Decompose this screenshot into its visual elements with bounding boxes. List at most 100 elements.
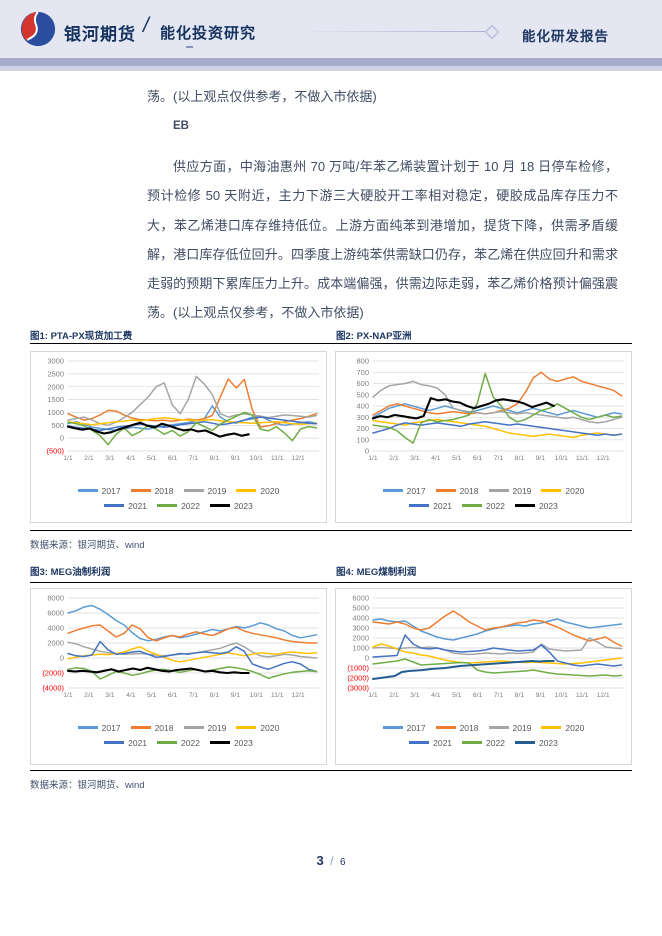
divider-line [30, 770, 632, 771]
legend-swatch [236, 726, 257, 729]
svg-text:12/1: 12/1 [291, 692, 304, 699]
legend-item: 2020 [541, 723, 584, 733]
svg-text:2/1: 2/1 [389, 692, 399, 699]
chart-pta-px: 3000 2500 2000 1500 1000 500 0 (500) 1/1 2/1 3/1 4/… [30, 351, 327, 523]
svg-text:(2000): (2000) [42, 669, 64, 678]
legend-item: 2019 [488, 486, 531, 496]
legend-item: 2022 [157, 738, 200, 748]
svg-text:0: 0 [59, 654, 63, 663]
legend-swatch [77, 489, 98, 492]
svg-text:7/1: 7/1 [188, 692, 198, 699]
legend-swatch [104, 741, 125, 744]
svg-text:9/1: 9/1 [230, 455, 240, 462]
svg-text:7/1: 7/1 [188, 455, 198, 462]
page-number-total: 6 [339, 857, 346, 868]
legend-swatch [130, 726, 151, 729]
svg-text:6000: 6000 [352, 594, 369, 603]
legend-item: 2019 [183, 723, 226, 733]
svg-text:1000: 1000 [47, 408, 64, 417]
legend-swatch [209, 741, 230, 744]
svg-text:0: 0 [59, 434, 63, 443]
section-heading: EB [173, 120, 189, 132]
svg-text:0: 0 [364, 654, 368, 663]
svg-text:10/1: 10/1 [554, 455, 567, 462]
legend-swatch [104, 504, 125, 507]
svg-text:3/1: 3/1 [410, 455, 420, 462]
legend-item: 2021 [409, 501, 452, 511]
legend-item: 2022 [462, 501, 505, 511]
svg-text:6000: 6000 [47, 609, 64, 618]
svg-text:2000: 2000 [47, 639, 64, 648]
chart-meg-coal: 6000 5000 4000 3000 2000 1000 0 (1000) (2000) (30… [335, 588, 632, 765]
svg-text:4/1: 4/1 [431, 455, 441, 462]
legend-item: 2023 [514, 501, 558, 511]
svg-text:0: 0 [364, 447, 368, 456]
chart-canvas: 800 700 600 500 400 300 200 100 0 1/1 2/1 3/1 4/1 5/1… [336, 355, 631, 483]
svg-text:8/1: 8/1 [209, 692, 219, 699]
legend-swatch [541, 726, 562, 729]
svg-text:2/1: 2/1 [84, 455, 94, 462]
svg-text:400: 400 [356, 402, 369, 411]
svg-text:4/1: 4/1 [126, 692, 136, 699]
svg-text:600: 600 [356, 379, 369, 388]
legend-item: 2020 [236, 486, 279, 496]
svg-text:12/1: 12/1 [596, 692, 609, 699]
data-source-note: 数据来源：银河期货、wind [30, 540, 145, 551]
legend-item: 2023 [209, 738, 253, 748]
legend-row: 2021 2022 2023 [409, 498, 558, 513]
svg-text:2000: 2000 [47, 382, 64, 391]
page-footer: 3 / 6 [0, 852, 662, 870]
legend-item: 2018 [130, 723, 174, 733]
legend-swatch [488, 726, 509, 729]
galaxy-futures-logo-icon [20, 11, 56, 47]
svg-text:6/1: 6/1 [167, 455, 177, 462]
chart-canvas: 3000 2500 2000 1500 1000 500 0 (500) 1/1 2/1 3/1 4/… [31, 355, 326, 483]
svg-text:100: 100 [356, 435, 369, 444]
svg-text:5/1: 5/1 [451, 455, 461, 462]
svg-text:5/1: 5/1 [451, 692, 461, 699]
svg-text:(1000): (1000) [347, 664, 369, 673]
decoration-line [287, 31, 485, 32]
svg-text:800: 800 [356, 357, 369, 366]
legend-row: 2017 2018 2019 2020 [382, 720, 584, 735]
figure3-title: 图3: MEG油制利润 [30, 567, 111, 578]
svg-text:500: 500 [356, 390, 369, 399]
report-type-label: 能化研发报告 [522, 29, 609, 44]
svg-text:2/1: 2/1 [389, 455, 399, 462]
page-number-separator: / [330, 854, 334, 868]
legend-item: 2022 [157, 501, 200, 511]
header-band-light [0, 66, 662, 71]
legend-swatch [130, 489, 151, 492]
svg-text:1/1: 1/1 [368, 692, 378, 699]
chart-legend: 2017 2018 2019 2020 2021 2022 2023 [336, 483, 631, 513]
svg-text:3/1: 3/1 [105, 455, 115, 462]
svg-text:4/1: 4/1 [126, 455, 136, 462]
legend-item: 2023 [514, 738, 558, 748]
brand-name: 银河期货 [64, 25, 136, 44]
svg-text:5/1: 5/1 [146, 455, 156, 462]
legend-item: 2017 [382, 486, 426, 496]
svg-text:7/1: 7/1 [493, 692, 503, 699]
header-band-dark [0, 58, 662, 66]
svg-text:3000: 3000 [47, 357, 64, 366]
legend-swatch [514, 741, 535, 744]
divider-line [30, 530, 632, 531]
legend-row: 2021 2022 2023 [104, 498, 253, 513]
svg-text:1/1: 1/1 [63, 455, 73, 462]
legend-swatch [183, 489, 204, 492]
legend-row: 2021 2022 2023 [409, 735, 558, 750]
svg-text:1/1: 1/1 [63, 692, 73, 699]
svg-text:500: 500 [51, 421, 64, 430]
chart-canvas: 6000 5000 4000 3000 2000 1000 0 (1000) (2000) (30… [336, 592, 631, 720]
svg-text:300: 300 [356, 413, 369, 422]
legend-swatch [462, 504, 483, 507]
chart-px-nap: 800 700 600 500 400 300 200 100 0 1/1 2/1 3/1 4/1 5/1… [335, 351, 632, 523]
svg-text:9/1: 9/1 [535, 455, 545, 462]
legend-swatch [236, 489, 257, 492]
legend-swatch [183, 726, 204, 729]
svg-text:3000: 3000 [352, 624, 369, 633]
chart-legend: 2017 2018 2019 2020 2021 2022 2023 [31, 483, 326, 513]
chart-canvas: 8000 6000 4000 2000 0 (2000) (4000) 1/1 2/1 3/1 4/… [31, 592, 326, 720]
svg-text:(4000): (4000) [42, 684, 64, 693]
svg-text:7/1: 7/1 [493, 455, 503, 462]
